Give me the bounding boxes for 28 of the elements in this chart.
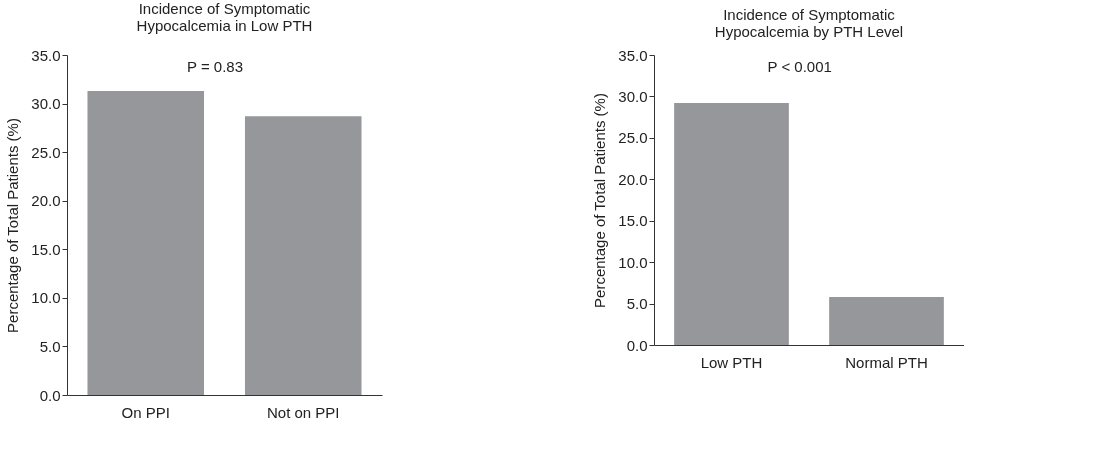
text: Hypocalcemia in Low PTH xyxy=(136,17,313,34)
y-tick-label: 25.0 xyxy=(31,143,61,161)
y-tick-label: 0.0 xyxy=(39,386,61,404)
y-tick-label: 10.0 xyxy=(31,289,61,307)
y-tick-label: 30.0 xyxy=(618,87,648,105)
y-tick-label: 10.0 xyxy=(618,253,648,271)
y-tick-label: 0.0 xyxy=(626,336,648,354)
y-axis-title: Percentage of Total Patients (%) xyxy=(4,118,22,333)
y-tick-label: 15.0 xyxy=(31,240,61,258)
y-tick-label: 35.0 xyxy=(618,46,648,64)
y-tick-label: 5.0 xyxy=(626,295,648,313)
x-tick-label: Normal PTH xyxy=(845,353,928,371)
y-tick-label: 30.0 xyxy=(31,95,61,113)
annotation: P < 0.001 xyxy=(767,58,832,75)
annotation: P = 0.83 xyxy=(187,58,244,75)
y-tick-label: 5.0 xyxy=(39,337,61,355)
text: Hypocalcemia by PTH Level xyxy=(714,23,904,40)
y-tick-label: 20.0 xyxy=(31,192,61,210)
y-tick-label: 20.0 xyxy=(618,170,648,188)
x-tick-label: Low PTH xyxy=(700,353,763,371)
y-tick-label: 15.0 xyxy=(618,212,648,230)
text: Incidence of Symptomatic xyxy=(723,6,895,23)
y-tick-label: 35.0 xyxy=(31,46,61,64)
y-axis-title: Percentage of Total Patients (%) xyxy=(591,93,609,308)
text: Incidence of Symptomatic xyxy=(138,0,311,17)
x-tick-label: Not on PPI xyxy=(266,403,340,421)
y-tick-label: 25.0 xyxy=(618,129,648,147)
x-tick-label: On PPI xyxy=(121,403,170,421)
